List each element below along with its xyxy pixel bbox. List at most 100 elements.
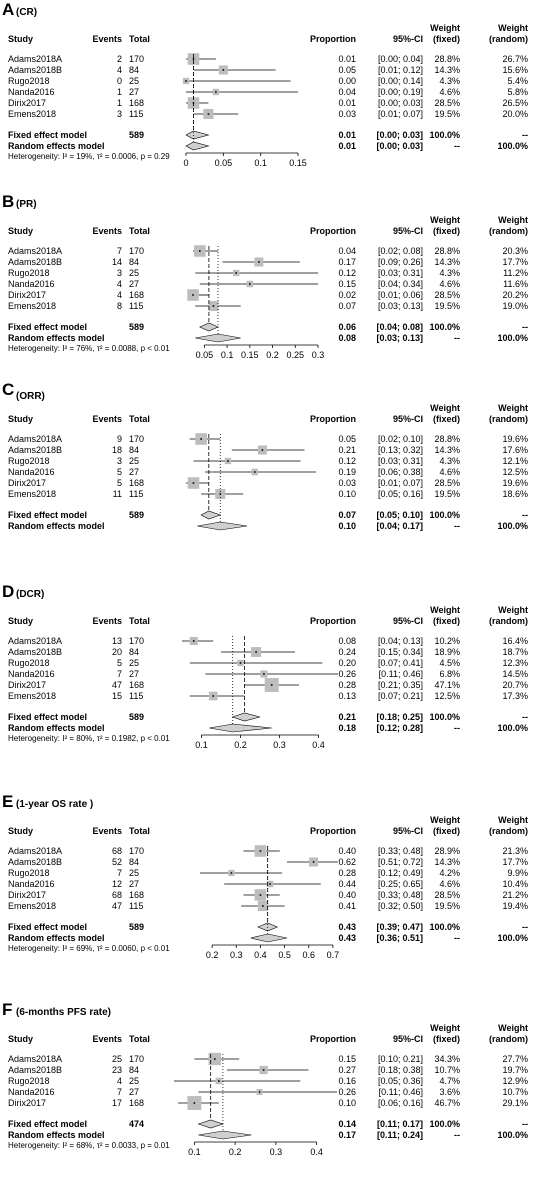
header-weight-random: (random) xyxy=(489,826,528,836)
study-weight-random: 11.2% xyxy=(503,268,528,278)
study-weight-fixed: 4.7% xyxy=(439,1076,460,1086)
study-weight-fixed: 4.3% xyxy=(439,456,460,466)
study-events: 14 xyxy=(112,257,122,267)
header-weight-random: (random) xyxy=(489,1034,528,1044)
study-events: 4 xyxy=(117,65,122,75)
heterogeneity-text: Heterogeneity: I² = 19%, τ² = 0.0006, p … xyxy=(8,152,170,161)
study-proportion: 0.20 xyxy=(338,658,356,668)
study-ci: [0.13; 0.32] xyxy=(378,445,423,455)
study-weight-fixed: 10.2% xyxy=(434,636,460,646)
header-weight-fixed: Weight xyxy=(430,605,460,615)
study-weight-fixed: 28.5% xyxy=(434,98,460,108)
study-weight-fixed: 4.3% xyxy=(439,268,460,278)
panel-letter: A xyxy=(2,0,14,19)
study-name: Emens2018 xyxy=(8,691,56,701)
study-name: Emens2018 xyxy=(8,489,56,499)
header-proportion: Proportion xyxy=(310,34,356,44)
study-events: 18 xyxy=(112,445,122,455)
study-name: Adams2018B xyxy=(8,65,62,75)
fixed-model-label: Fixed effect model xyxy=(8,510,87,520)
study-total: 25 xyxy=(129,268,139,278)
study-ci: [0.01; 0.12] xyxy=(378,65,423,75)
study-name: Dirix2017 xyxy=(8,890,46,900)
fixed-model-label: Fixed effect model xyxy=(8,712,87,722)
study-weight-random: 12.9% xyxy=(502,1076,528,1086)
study-point xyxy=(193,1102,196,1104)
study-total: 115 xyxy=(129,109,143,119)
study-name: Adams2018B xyxy=(8,1065,62,1075)
fixed-model-ci: [0.04; 0.08] xyxy=(376,322,423,332)
study-name: Adams2018A xyxy=(8,434,62,444)
study-proportion: 0.27 xyxy=(338,1065,356,1075)
study-weight-fixed: 47.1% xyxy=(434,680,460,690)
study-total: 25 xyxy=(129,1076,139,1086)
study-proportion: 0.41 xyxy=(338,901,356,911)
study-point xyxy=(192,482,195,484)
study-ci: [0.04; 0.34] xyxy=(378,279,423,289)
study-total: 170 xyxy=(129,636,144,646)
study-total: 27 xyxy=(129,1087,139,1097)
study-weight-fixed: 28.8% xyxy=(434,54,460,64)
study-total: 27 xyxy=(129,669,139,679)
study-weight-fixed: 19.5% xyxy=(434,901,460,911)
study-point xyxy=(312,861,315,863)
heterogeneity-text: Heterogeneity: I² = 69%, τ² = 0.0060, p … xyxy=(8,944,170,953)
x-axis-tick-label: 0.3 xyxy=(270,1147,283,1157)
study-name: Adams2018B xyxy=(8,257,62,267)
fixed-model-weight-random: -- xyxy=(522,712,528,722)
study-weight-random: 17.7% xyxy=(502,257,528,267)
study-proportion: 0.19 xyxy=(338,467,356,477)
study-total: 168 xyxy=(129,890,144,900)
fixed-model-ci: [0.11; 0.17] xyxy=(377,1119,423,1129)
study-events: 8 xyxy=(117,301,122,311)
study-proportion: 0.21 xyxy=(338,445,356,455)
x-axis-tick-label: 0.1 xyxy=(188,1147,201,1157)
study-proportion: 0.01 xyxy=(338,98,356,108)
study-weight-random: 17.6% xyxy=(502,445,528,455)
panel-letter: B xyxy=(2,192,14,211)
header-weight-random: (random) xyxy=(489,34,528,44)
study-total: 115 xyxy=(129,301,143,311)
study-events: 52 xyxy=(112,857,122,867)
study-proportion: 0.15 xyxy=(338,279,356,289)
study-proportion: 0.07 xyxy=(338,301,356,311)
study-proportion: 0.02 xyxy=(338,290,356,300)
study-point xyxy=(249,283,251,285)
fixed-model-ci: [0.00; 0.03] xyxy=(376,130,423,140)
study-proportion: 0.40 xyxy=(338,890,356,900)
study-weight-fixed: 10.7% xyxy=(434,1065,460,1075)
study-point xyxy=(269,883,271,885)
study-weight-fixed: 4.6% xyxy=(439,279,460,289)
panel-letter: D xyxy=(2,582,14,601)
x-axis-tick-label: 0.6 xyxy=(302,950,315,960)
study-total: 170 xyxy=(129,54,144,64)
study-point xyxy=(239,662,242,664)
study-point xyxy=(258,261,260,263)
study-proportion: 0.00 xyxy=(338,76,356,86)
study-total: 27 xyxy=(129,279,139,289)
header-proportion: Proportion xyxy=(310,226,356,236)
study-point xyxy=(262,1069,265,1071)
header-weight-random: Weight xyxy=(498,605,528,615)
fixed-model-total: 589 xyxy=(129,322,144,332)
study-name: Nanda2016 xyxy=(8,1087,55,1097)
random-model-weight-fixed: -- xyxy=(454,141,460,151)
random-model-ci: [0.11; 0.24] xyxy=(377,1130,423,1140)
x-axis-tick-label: 0.15 xyxy=(241,350,259,360)
study-weight-random: 16.4% xyxy=(502,636,528,646)
fixed-model-proportion: 0.14 xyxy=(338,1119,356,1129)
study-weight-fixed: 4.5% xyxy=(439,658,460,668)
study-total: 115 xyxy=(129,489,143,499)
fixed-model-proportion: 0.43 xyxy=(338,922,356,932)
study-weight-fixed: 4.6% xyxy=(439,879,460,889)
study-events: 15 xyxy=(112,691,122,701)
study-ci: [0.33; 0.48] xyxy=(378,846,423,856)
fixed-model-weight-random: -- xyxy=(522,510,528,520)
random-model-weight-random: 100.0% xyxy=(497,1130,528,1140)
study-point xyxy=(235,272,237,274)
study-ci: [0.12; 0.49] xyxy=(378,868,423,878)
study-ci: [0.01; 0.07] xyxy=(378,478,423,488)
fixed-model-ci: [0.05; 0.10] xyxy=(376,510,423,520)
study-events: 5 xyxy=(117,478,122,488)
study-ci: [0.25; 0.65] xyxy=(378,879,423,889)
